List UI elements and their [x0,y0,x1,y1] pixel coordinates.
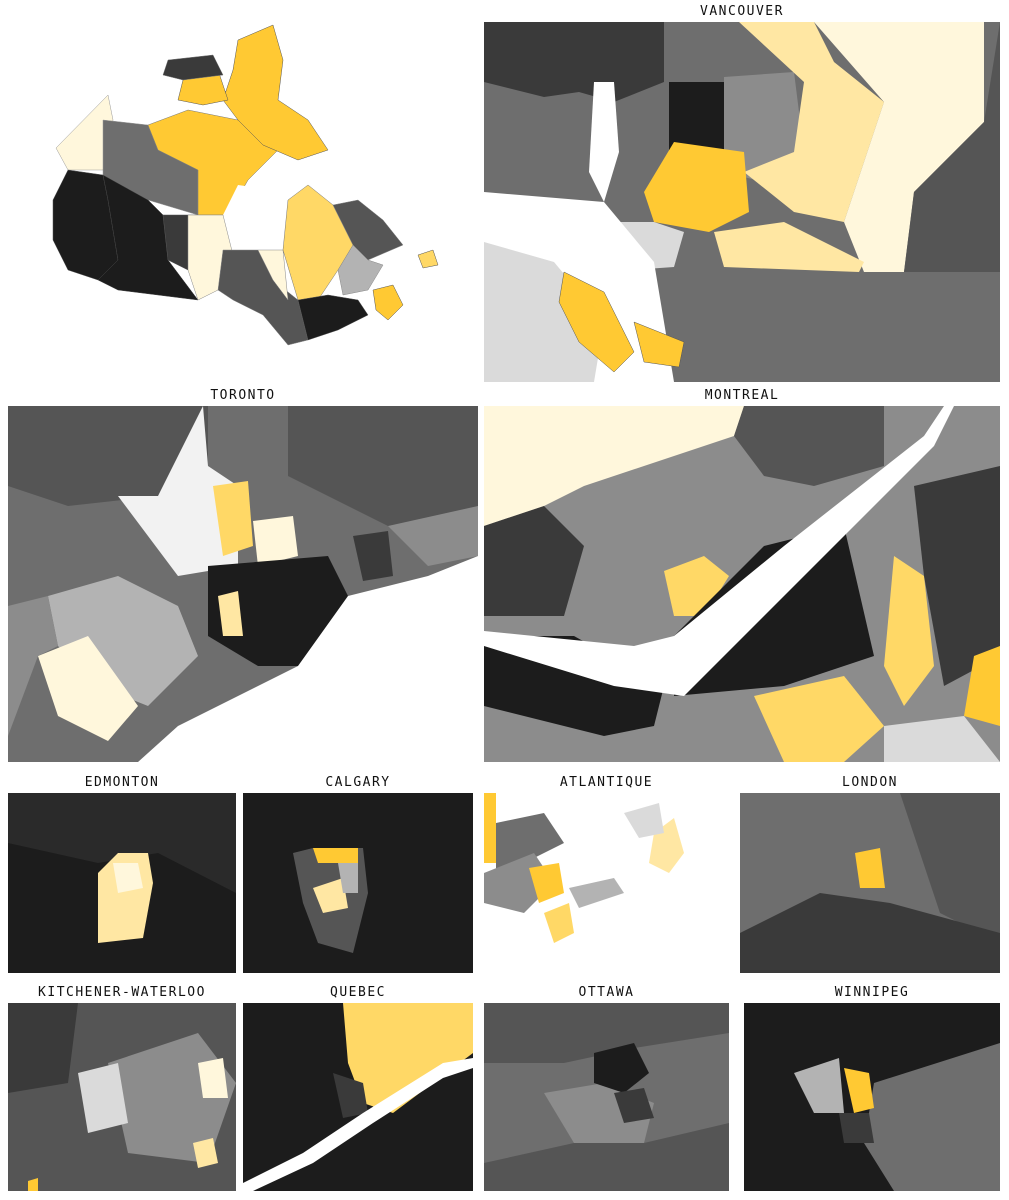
water [589,82,619,202]
map-canada [8,0,478,385]
region [28,1178,38,1191]
region [484,22,664,102]
map-edmonton [8,793,236,973]
region [193,1138,218,1168]
river [243,1058,473,1191]
region [417,249,439,269]
region [484,1003,729,1063]
region [814,22,984,272]
region [372,284,404,321]
region [118,406,238,576]
region [839,1113,874,1143]
region [257,249,289,301]
region [338,863,358,893]
region [558,271,635,373]
map-title-winnipeg: WINNIPEG [834,985,910,1000]
region [614,1088,654,1123]
region [496,813,564,873]
map-title-ottawa: OTTAWA [578,985,635,1000]
map-kitchener [8,1003,236,1191]
map-atlantique [484,793,729,973]
region [8,793,236,893]
map-title-montreal: MONTREAL [704,388,780,403]
region [739,22,884,222]
region [964,646,1000,726]
map-title-london: LONDON [842,775,898,790]
map-title-atlantique: ATLANTIQUE [559,775,654,790]
region [624,803,664,838]
region [297,294,369,341]
region [484,242,604,382]
region [198,1058,228,1098]
region [388,506,478,566]
region [855,848,885,888]
region [594,1043,649,1093]
region [162,54,224,81]
region [288,406,478,546]
region [754,676,884,762]
river [484,406,954,696]
hudson-bay [223,185,288,250]
region [113,863,143,893]
region [208,556,348,666]
region [218,591,243,636]
region [484,793,496,863]
region [740,893,1000,973]
map-calgary [243,793,473,973]
map-winnipeg [744,1003,1000,1191]
region [213,481,253,556]
region [484,1123,729,1191]
map-title-quebec: QUEBEC [330,985,386,1000]
region [97,174,199,301]
region [844,1068,874,1113]
map-toronto [8,406,478,762]
region [714,222,864,272]
region [313,848,358,863]
region [484,406,744,526]
region [333,1073,368,1118]
region [253,516,298,566]
map-title-vancouver: VANCOUVER [700,4,784,19]
region [8,596,58,736]
map-london [740,793,1000,973]
region [904,22,1000,272]
region [529,863,564,903]
map-title-calgary: CALGARY [325,775,391,790]
region [914,466,1000,686]
region [900,793,1000,943]
region [337,244,384,296]
region [313,878,348,913]
region [8,1003,78,1093]
map-vancouver [484,22,1000,382]
map-title-toronto: TORONTO [210,388,276,403]
map-ottawa [484,1003,729,1191]
region [884,556,934,706]
region [644,142,749,232]
region [343,1003,473,1113]
map-title-edmonton: EDMONTON [84,775,160,790]
water [138,556,478,762]
region [569,878,624,908]
region [38,636,138,741]
region [78,1063,128,1133]
region [884,716,1000,762]
map-title-kitchener: KITCHENER-WATERLOO [38,985,206,1000]
region [353,531,393,581]
region [633,321,685,368]
region [864,1043,1000,1191]
region [544,903,574,943]
map-montreal [484,406,1000,762]
region [794,1058,844,1113]
region [734,406,884,486]
map-quebec [243,1003,473,1191]
region [484,506,584,616]
region [8,406,208,506]
